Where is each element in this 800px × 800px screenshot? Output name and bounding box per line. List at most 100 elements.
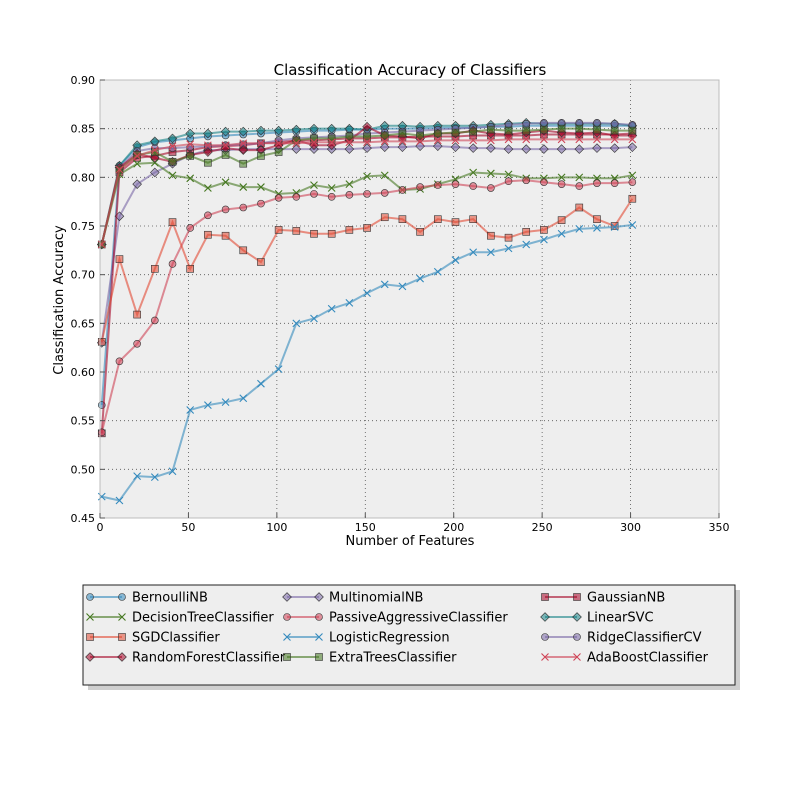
legend-marker [86,593,94,601]
legend-item-passiveaggressiveclassifier: PassiveAggressiveClassifier [283,611,508,626]
data-point [345,299,354,307]
data-point [344,144,355,154]
legend-label: MultinomialNB [329,591,423,606]
data-point [292,139,301,148]
data-point [468,143,478,153]
data-point [557,173,566,182]
data-point [609,143,620,153]
legend-marker [573,653,581,661]
data-point [540,125,548,134]
data-point [575,182,584,190]
legend-marker [283,613,291,621]
y-tick-label: 0.75 [71,220,96,233]
data-point [132,179,142,189]
data-point [186,224,194,232]
data-point [204,230,212,239]
data-point [628,135,637,144]
y-tick-label: 0.80 [71,171,96,184]
data-point [363,138,371,147]
legend-marker [118,593,126,601]
data-point [628,194,637,203]
legend-item-bernoullinb: BernoulliNB [86,591,208,606]
legend-marker [541,633,549,641]
y-tick-label: 0.55 [71,415,96,428]
legend-item-decisiontreeclassifier: DecisionTreeClassifier [86,611,274,626]
data-point [398,186,407,194]
legend-marker [541,653,549,661]
chart-title: Classification Accuracy of Classifiers [274,61,547,79]
legend: BernoulliNB MultinomialNB GaussianNB Decisi… [82,584,740,690]
legend-label: LinearSVC [587,611,654,626]
data-point [274,148,283,156]
data-point [487,125,495,134]
data-point [115,496,124,505]
data-point [380,189,389,197]
legend-marker [572,612,582,622]
data-point [239,183,248,191]
data-point [204,158,212,167]
series-decisiontreeclassifier [97,158,637,249]
data-point [221,205,230,214]
series-layer [96,118,638,505]
legend-item-gaussiannb: GaussianNB [541,591,665,606]
data-point [239,246,248,255]
data-point [186,406,195,414]
legend-marker [573,633,581,641]
data-point [540,178,548,186]
data-point [150,146,159,154]
data-point [150,158,159,167]
data-point [592,143,602,153]
data-point [593,135,601,144]
x-tick-label: 300 [620,521,641,534]
legend-marker [118,633,126,641]
x-tick-label: 0 [97,521,104,534]
x-tick-label: 200 [443,521,464,534]
series-logisticregression [97,221,637,505]
data-point [504,177,513,186]
data-point [380,131,389,140]
legend-marker [573,593,581,601]
series-extratreesclassifier [97,124,637,249]
data-point [557,216,566,224]
data-point [522,126,531,135]
data-point [504,244,513,253]
data-point [593,119,601,127]
legend-label: RidgeClassifierCV [587,631,702,646]
data-point [221,231,230,240]
data-point [168,218,177,226]
data-point [610,223,619,231]
data-point [133,310,141,319]
data-point [628,221,637,229]
data-point [256,125,266,136]
data-point [257,379,265,388]
x-tick-label: 150 [355,521,376,534]
data-point [557,124,566,133]
data-point [257,258,265,266]
data-point [557,135,566,144]
data-point [610,126,619,135]
data-point [204,211,212,220]
data-point [416,228,424,236]
data-point [469,168,478,177]
data-point [593,125,601,134]
data-point [167,133,178,144]
data-point [186,174,195,183]
data-point [133,472,142,481]
data-point [362,121,372,132]
legend-item-extratreesclassifier: ExtraTreesClassifier [283,651,457,666]
data-point [574,144,585,154]
data-point [575,135,584,144]
data-point [380,137,389,146]
x-tick-label: 50 [181,521,195,534]
data-point [291,124,302,135]
legend-marker [85,652,95,662]
data-point [398,215,407,223]
data-point [486,136,495,145]
data-point [151,316,159,325]
data-point [345,132,354,141]
data-point [203,141,212,150]
data-point [327,184,336,192]
data-point [540,226,548,234]
y-tick-label: 0.45 [71,512,96,525]
